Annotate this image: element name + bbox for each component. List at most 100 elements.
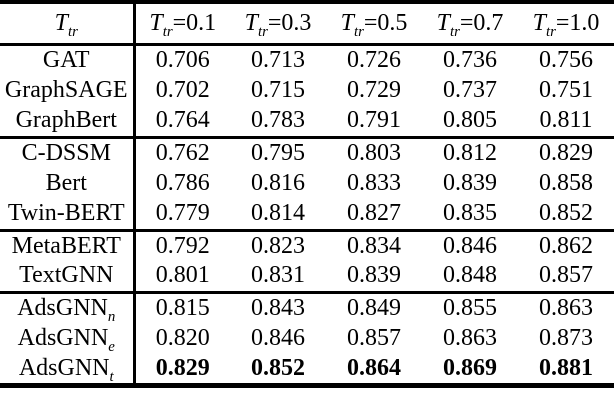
model-label: GraphSAGE (4, 77, 128, 103)
column-header: Ttr=1.0 (518, 2, 614, 44)
model-label: AdsGNN (17, 325, 109, 351)
metric-value: 0.795 (251, 139, 305, 166)
column-header: Ttr=0.5 (326, 2, 422, 44)
table-row: C-DSSM 0.762 0.795 0.803 0.812 0.829 (0, 137, 614, 168)
metric-value: 0.792 (155, 232, 210, 259)
threshold-value: =0.7 (459, 9, 504, 36)
math-symbol: T (532, 9, 546, 36)
model-label: AdsGNN (17, 294, 108, 321)
group-hybrid-models: MetaBERT 0.792 0.823 0.834 0.846 0.862 TextGNN… (0, 230, 614, 292)
table-row: Twin-BERT 0.779 0.814 0.827 0.835 0.852 (0, 199, 614, 230)
metric-value: 0.779 (155, 200, 210, 227)
metric-value: 0.702 (155, 77, 210, 103)
model-name: AdsGNNt (0, 354, 136, 385)
model-name: Bert (0, 168, 136, 199)
metric-value: 0.786 (155, 170, 210, 196)
metric-value: 0.801 (155, 262, 210, 289)
metric-value: 0.811 (539, 107, 593, 134)
model-label: GAT (42, 46, 90, 73)
metric-value: 0.831 (251, 262, 305, 289)
metric-value: 0.833 (347, 170, 401, 196)
math-subscript: tr (67, 23, 78, 40)
metric-value: 0.783 (251, 107, 305, 134)
metric-value: 0.736 (443, 46, 497, 73)
metric-value: 0.820 (155, 325, 210, 351)
results-table: Ttr Ttr=0.1 Ttr=0.3 Ttr=0.5 Ttr=0.7 Ttr=1.0 G… (0, 0, 614, 388)
model-name: GraphBert (0, 106, 136, 137)
math-subscript: tr (449, 23, 460, 40)
metric-value: 0.829 (155, 354, 210, 381)
metric-value: 0.857 (347, 325, 401, 351)
metric-value: 0.858 (539, 170, 593, 196)
math-subscript: tr (545, 23, 556, 40)
metric-value: 0.713 (251, 46, 305, 73)
math-symbol: T (244, 9, 258, 36)
model-subscript: e (108, 338, 115, 355)
metric-value: 0.726 (347, 46, 401, 73)
metric-value: 0.852 (251, 354, 305, 381)
threshold-value: =0.1 (172, 9, 217, 36)
metric-value: 0.839 (443, 170, 497, 196)
model-name: C-DSSM (0, 137, 136, 168)
model-name: Twin-BERT (0, 199, 136, 230)
math-symbol: T (436, 9, 450, 36)
metric-value: 0.846 (251, 325, 305, 351)
metric-value: 0.791 (347, 107, 401, 134)
table-row: GraphSAGE 0.702 0.715 0.729 0.737 0.751 (0, 75, 614, 106)
model-label: MetaBERT (11, 232, 121, 259)
model-name: GraphSAGE (0, 75, 136, 106)
metric-value: 0.873 (539, 325, 593, 351)
table-header: Ttr Ttr=0.1 Ttr=0.3 Ttr=0.5 Ttr=0.7 Ttr=1.0 (0, 2, 614, 44)
metric-value: 0.852 (539, 200, 593, 227)
metric-value: 0.834 (347, 232, 401, 259)
metric-value: 0.814 (251, 200, 305, 227)
model-name: TextGNN (0, 261, 136, 292)
column-header: Ttr=0.3 (230, 2, 326, 44)
model-label: C-DSSM (21, 139, 111, 166)
math-subscript: tr (353, 23, 364, 40)
metric-value: 0.756 (539, 46, 593, 73)
metric-value: 0.869 (443, 354, 497, 381)
table-row: GraphBert 0.764 0.783 0.791 0.805 0.811 (0, 106, 614, 137)
metric-value: 0.805 (443, 107, 497, 134)
metric-value: 0.762 (155, 139, 210, 166)
metric-value: 0.816 (251, 170, 305, 196)
model-name: MetaBERT (0, 230, 136, 261)
model-label: GraphBert (15, 107, 117, 134)
metric-value: 0.835 (443, 200, 497, 227)
metric-value: 0.846 (443, 232, 497, 259)
threshold-value: =0.3 (267, 9, 312, 36)
table-row: AdsGNNn 0.815 0.843 0.849 0.855 0.863 (0, 292, 614, 324)
metric-value: 0.849 (347, 294, 401, 321)
model-label: AdsGNN (18, 354, 110, 381)
math-symbol: T (149, 9, 163, 36)
threshold-value: =1.0 (555, 9, 600, 36)
metric-value: 0.863 (443, 325, 497, 351)
table-row: AdsGNNe 0.820 0.846 0.857 0.863 0.873 (0, 323, 614, 354)
math-subscript: tr (162, 23, 173, 40)
table-row: GAT 0.706 0.713 0.726 0.736 0.756 (0, 44, 614, 75)
model-name: AdsGNNn (0, 292, 136, 324)
group-adsgnn-variants: AdsGNNn 0.815 0.843 0.849 0.855 0.863 AdsGNNe 0… (0, 292, 614, 385)
table-row: Bert 0.786 0.816 0.833 0.839 0.858 (0, 168, 614, 199)
metric-value: 0.839 (347, 262, 401, 289)
table-row: TextGNN 0.801 0.831 0.839 0.848 0.857 (0, 261, 614, 292)
math-subscript: tr (257, 23, 268, 40)
math-symbol: T (54, 9, 68, 36)
metric-value: 0.827 (347, 200, 401, 227)
model-subscript: t (109, 368, 114, 385)
column-header: Ttr=0.7 (422, 2, 518, 44)
metric-value: 0.823 (251, 232, 305, 259)
metric-value: 0.857 (539, 262, 593, 289)
header-row: Ttr Ttr=0.1 Ttr=0.3 Ttr=0.5 Ttr=0.7 Ttr=1.0 (0, 2, 614, 44)
table-row: MetaBERT 0.792 0.823 0.834 0.846 0.862 (0, 230, 614, 261)
metric-value: 0.803 (347, 139, 401, 166)
metric-value: 0.737 (443, 77, 497, 103)
metric-value: 0.729 (347, 77, 401, 103)
metric-value: 0.862 (539, 232, 593, 259)
model-name: AdsGNNe (0, 323, 136, 355)
column-header: Ttr=0.1 (134, 2, 230, 44)
metric-value: 0.706 (155, 46, 210, 73)
metric-value: 0.881 (539, 354, 593, 381)
